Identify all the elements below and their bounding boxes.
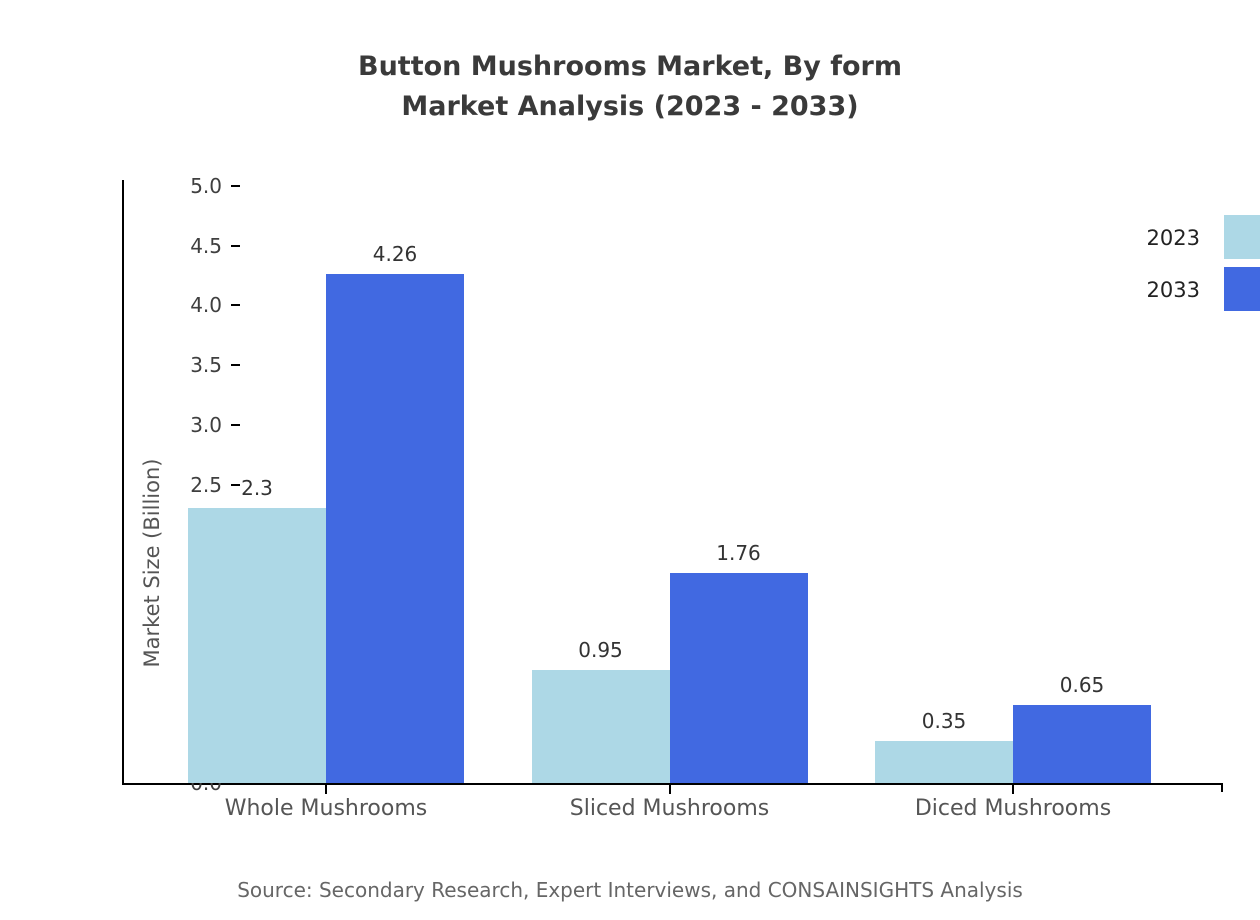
y-axis-spine [122, 180, 124, 784]
bar-2033-whole-mushrooms[interactable] [326, 274, 464, 783]
y-tick-label: 3.0 [190, 412, 222, 437]
x-tick-mark [325, 785, 327, 794]
x-tick-mark [1012, 785, 1014, 794]
chart-title-line-1: Button Mushrooms Market, By form [357, 51, 903, 82]
y-tick-label: 4.0 [190, 293, 222, 318]
y-tick-label: 3.5 [190, 353, 222, 378]
bar-value-label: 0.95 [578, 637, 623, 662]
y-tick-mark [231, 185, 240, 187]
chart-title: Button Mushrooms Market, By form Market … [0, 47, 1260, 127]
source-note: Source: Secondary Research, Expert Inter… [237, 878, 1023, 902]
bar-2023-whole-mushrooms[interactable] [188, 508, 326, 783]
legend-item-2033[interactable]: 2033 [1110, 267, 1260, 319]
legend-color-swatch [1224, 267, 1260, 311]
x-tick-label-diced-mushrooms: Diced Mushrooms [914, 796, 1112, 821]
x-axis-end-tick [1221, 783, 1223, 792]
x-tick-label-sliced-mushrooms: Sliced Mushrooms [569, 796, 770, 821]
y-tick-mark [231, 244, 240, 247]
bar-value-label: 4.26 [372, 242, 418, 267]
y-tick-label: 5.0 [190, 174, 222, 198]
y-tick-label: 4.5 [190, 233, 222, 258]
x-tick-label-whole-mushrooms: Whole Mushrooms [224, 796, 428, 821]
chart-title-line-2: Market Analysis (2023 - 2033) [401, 91, 859, 122]
x-axis-spine [122, 783, 1223, 785]
bar-value-label: 0.35 [921, 709, 967, 734]
bar-2023-diced-mushrooms[interactable] [875, 741, 1013, 783]
bar-value-label: 1.76 [716, 540, 761, 565]
chart-legend: 2023 2033 [1110, 215, 1260, 319]
y-tick-mark [231, 423, 240, 426]
bar-2023-sliced-mushrooms[interactable] [531, 669, 670, 783]
y-tick-mark [231, 782, 240, 784]
bar-value-label: 0.65 [1059, 673, 1105, 698]
legend-item-2023[interactable]: 2023 [1110, 215, 1260, 267]
bar-2033-diced-mushrooms[interactable] [1013, 705, 1151, 783]
y-tick-mark [231, 364, 240, 367]
x-tick-mark [668, 785, 671, 794]
y-tick-label: 2.5 [190, 472, 222, 497]
bar-2033-sliced-mushrooms[interactable] [669, 572, 808, 783]
plot-area: Market Size (Billion) 0.00.51.01.52.02.5… [122, 174, 1223, 795]
bar-value-label: 2.3 [241, 476, 273, 501]
y-tick-mark [231, 304, 240, 307]
y-tick-mark [231, 483, 240, 486]
legend-color-swatch [1224, 215, 1260, 259]
legend-label: 2033 [1146, 278, 1200, 302]
legend-label: 2023 [1146, 226, 1200, 250]
